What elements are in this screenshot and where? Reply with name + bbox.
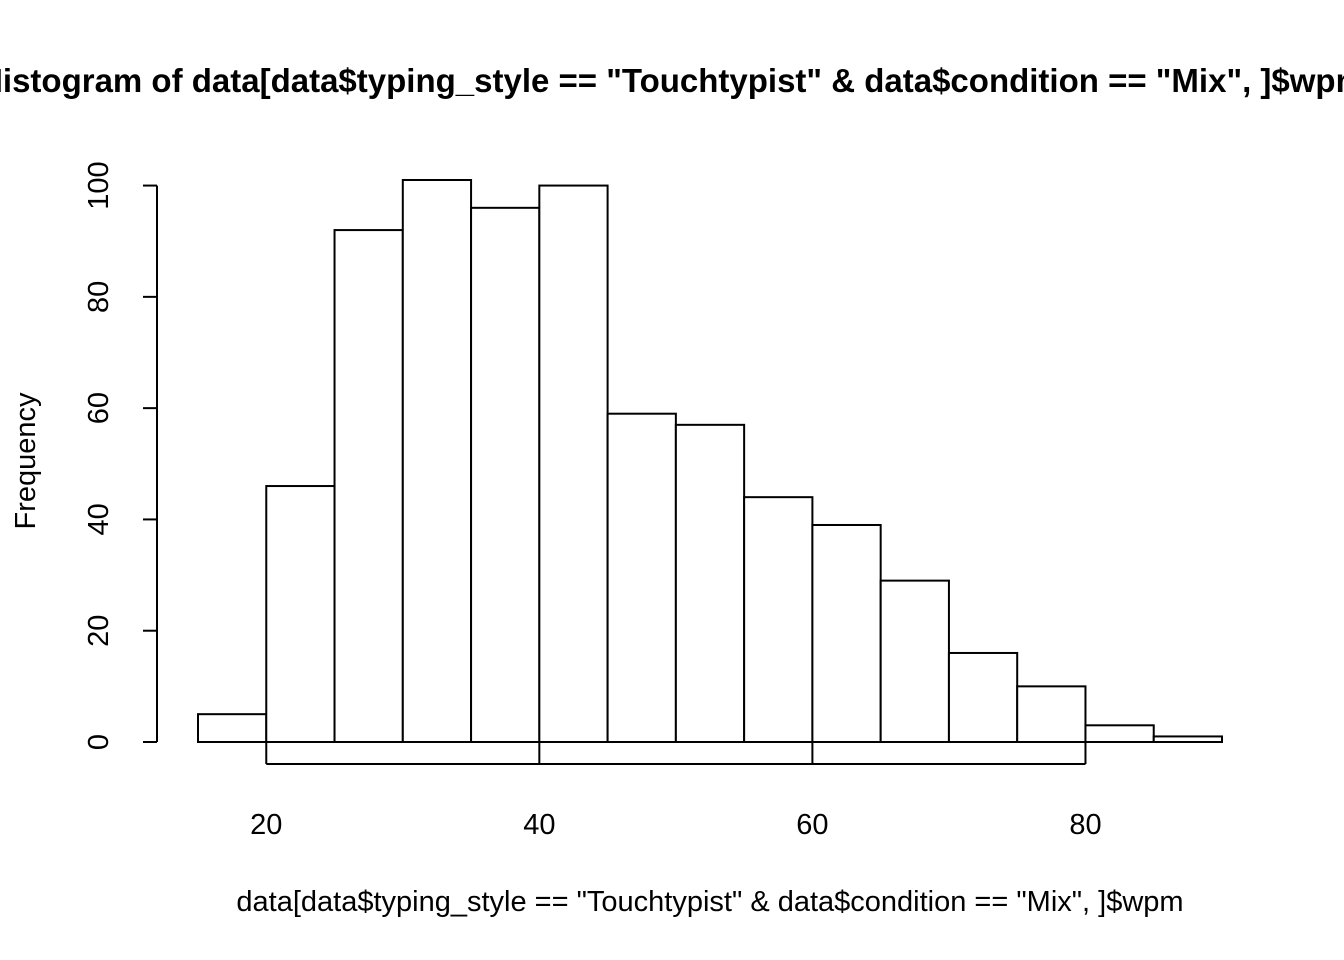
y-axis-label: Frequency	[10, 392, 42, 530]
histogram-bar	[674, 423, 746, 743]
histogram-bar	[947, 651, 1019, 743]
histogram-bar	[333, 229, 404, 744]
y-axis-ticks: 0 20 40 60 80 100	[83, 161, 157, 750]
y-tick-label: 40	[83, 503, 115, 535]
histogram-bar	[606, 412, 677, 743]
histogram-bars	[197, 179, 1223, 744]
x-axis-ticks: 20 40 60 80	[250, 742, 1102, 841]
y-tick-label: 80	[83, 281, 115, 313]
chart-title: Histogram of data[data$typing_style == "…	[0, 62, 1344, 99]
histogram-bar	[538, 184, 609, 744]
y-axis: 0 20 40 60 80 100	[83, 161, 158, 750]
histogram-bar	[470, 206, 541, 743]
x-axis-label: data[data$typing_style == "Touchtypist" …	[236, 886, 1183, 918]
y-tick-label: 60	[83, 392, 115, 424]
x-tick-label: 40	[523, 809, 555, 841]
histogram-bar	[1152, 735, 1223, 744]
x-tick-label: 80	[1069, 809, 1101, 841]
histogram-bar	[1016, 685, 1087, 744]
histogram-bar	[811, 523, 882, 744]
x-tick-label: 20	[250, 809, 282, 841]
histogram-bar	[197, 713, 268, 744]
histogram-bar	[879, 579, 950, 743]
y-tick-label: 0	[83, 734, 115, 750]
histogram-bar	[743, 496, 814, 743]
x-axis: 20 40 60 80	[250, 742, 1102, 841]
histogram-bar	[401, 179, 473, 743]
x-tick-label: 60	[796, 809, 828, 841]
y-tick-label: 100	[83, 161, 115, 209]
histogram-bar	[265, 485, 336, 744]
y-tick-label: 20	[83, 615, 115, 647]
histogram-bar	[1084, 724, 1155, 744]
